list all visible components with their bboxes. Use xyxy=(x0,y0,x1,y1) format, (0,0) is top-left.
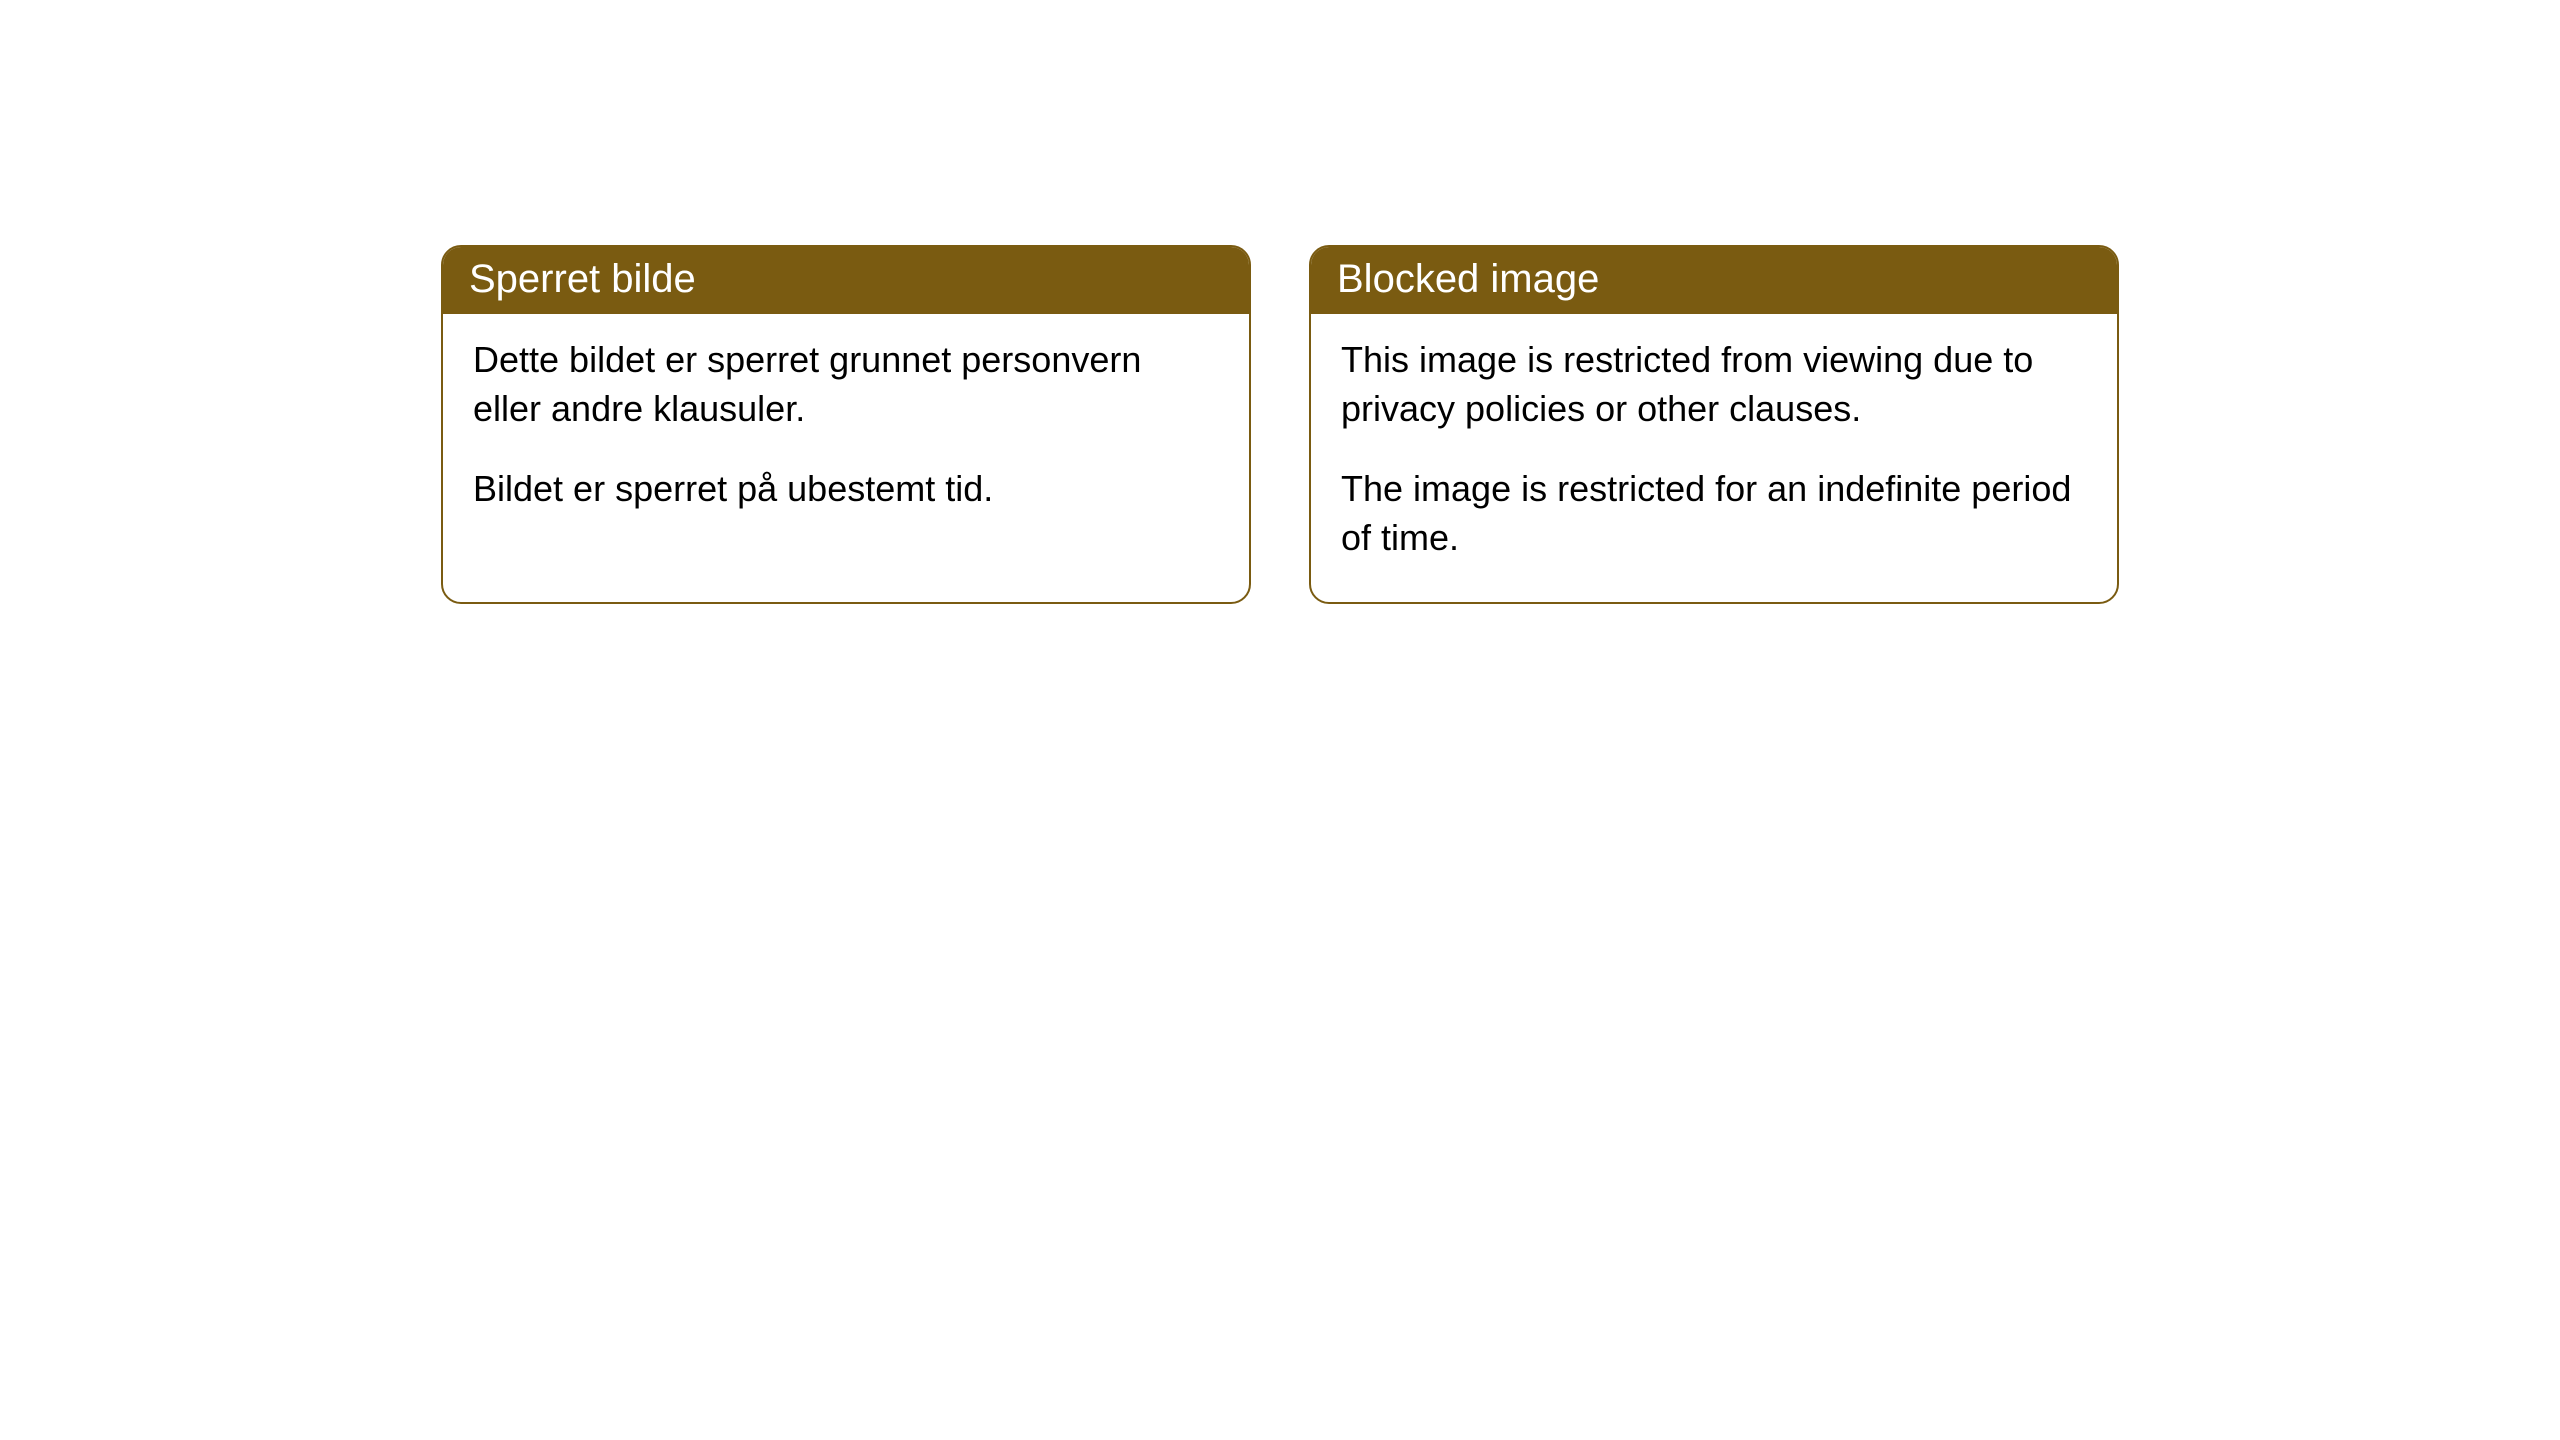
card-body: This image is restricted from viewing du… xyxy=(1311,314,2117,602)
card-header: Sperret bilde xyxy=(443,247,1249,314)
card-title: Blocked image xyxy=(1337,257,1599,301)
card-body: Dette bildet er sperret grunnet personve… xyxy=(443,314,1249,554)
blocked-image-card-english: Blocked image This image is restricted f… xyxy=(1309,245,2119,604)
card-title: Sperret bilde xyxy=(469,257,696,301)
card-paragraph: Dette bildet er sperret grunnet personve… xyxy=(473,336,1219,433)
card-paragraph: This image is restricted from viewing du… xyxy=(1341,336,2087,433)
card-header: Blocked image xyxy=(1311,247,2117,314)
blocked-image-card-norwegian: Sperret bilde Dette bildet er sperret gr… xyxy=(441,245,1251,604)
card-paragraph: Bildet er sperret på ubestemt tid. xyxy=(473,465,1219,514)
cards-container: Sperret bilde Dette bildet er sperret gr… xyxy=(441,245,2119,604)
card-paragraph: The image is restricted for an indefinit… xyxy=(1341,465,2087,562)
